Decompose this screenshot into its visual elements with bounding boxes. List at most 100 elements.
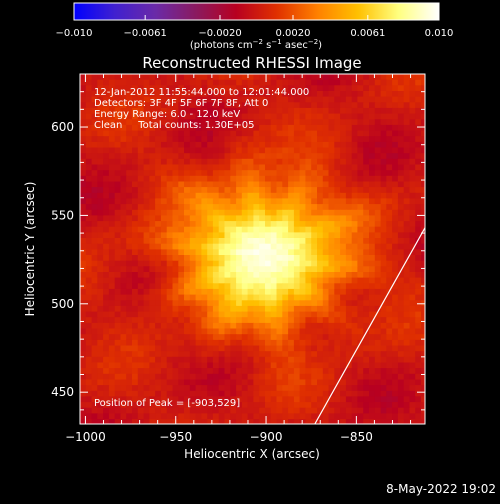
heatmap-cell [317,266,324,273]
heatmap-cell [293,356,301,364]
heatmap-cell [305,175,312,183]
heatmap-cell [160,322,168,330]
heatmap-cell [143,153,150,160]
heatmap-cell [85,351,93,358]
heatmap-cell [409,385,416,392]
heatmap-cell [374,85,382,92]
heatmap-cell [345,187,353,194]
heatmap-cell [91,187,98,194]
y-tick-label: 600 [51,120,74,134]
heatmap-cell [212,136,220,143]
heatmap-cell [195,317,202,324]
heatmap-cell [80,243,87,250]
heatmap-cell [172,192,179,200]
heatmap-cell [236,328,243,335]
heatmap-cell [201,379,208,386]
heatmap-cell [184,407,191,414]
heatmap-cell [224,379,231,386]
heatmap-cell [236,356,243,364]
heatmap-cell [363,85,370,92]
heatmap-cell [212,272,220,279]
heatmap-cell [103,402,110,409]
heatmap-cell [155,187,162,194]
heatmap-cell [166,311,174,318]
heatmap-cell [103,181,110,188]
heatmap-cell [305,368,312,375]
heatmap-cell [259,204,266,211]
heatmap-cell [143,305,150,313]
heatmap-cell [409,311,416,318]
heatmap-cell [369,351,376,358]
heatmap-cell [247,204,254,211]
heatmap-cell [212,413,220,420]
heatmap-cell [207,283,214,290]
heatmap-cell [293,322,301,330]
chart-title: Reconstructed RHESSI Image [142,54,361,72]
heatmap-cell [91,356,98,364]
heatmap-cell [409,413,416,420]
heatmap-cell [345,204,353,211]
heatmap-cell [155,260,162,267]
heatmap-cell [357,153,364,160]
heatmap-cell [397,198,405,205]
heatmap-cell [403,226,411,233]
heatmap-cell [386,413,393,420]
heatmap-cell [172,356,179,364]
heatmap-cell [386,119,393,126]
heatmap-cell [363,232,370,239]
heatmap-cell [218,379,226,386]
heatmap-cell [357,238,364,245]
heatmap-cell [97,226,104,233]
heatmap-cell [120,192,127,200]
heatmap-cell [143,147,150,154]
heatmap-cell [386,419,393,424]
heatmap-cell [241,288,249,296]
heatmap-cell [103,396,110,403]
heatmap-cell [97,215,104,222]
heatmap-cell [195,368,202,375]
heatmap-cell [374,311,382,318]
heatmap-cell [409,124,416,132]
heatmap-cell [369,402,376,409]
heatmap-cell [392,226,399,233]
heatmap-cell [293,113,301,120]
heatmap-cell [322,119,330,126]
heatmap-cell [270,345,278,352]
heatmap-cell [270,119,278,126]
heatmap-cell [91,85,98,92]
heatmap-cell [357,322,364,330]
heatmap-cell [299,238,306,245]
heatmap-cell [357,334,364,341]
heatmap-cell [380,79,387,86]
heatmap-cell [114,249,122,256]
heatmap-cell [184,79,191,86]
heatmap-cell [259,300,266,307]
heatmap-cell [293,413,301,420]
heatmap-cell [236,158,243,166]
heatmap-cell [120,407,127,414]
heatmap-cell [178,419,185,424]
heatmap-cell [195,419,202,424]
heatmap-cell [397,158,405,166]
heatmap-cell [305,396,312,403]
heatmap-cell [282,175,289,183]
heatmap-cell [270,356,278,364]
heatmap-cell [340,272,347,279]
heatmap-cell [201,181,208,188]
heatmap-cell [322,294,330,301]
heatmap-cell [293,396,301,403]
heatmap-cell [247,79,254,86]
heatmap-cell [374,356,382,364]
heatmap-cell [189,102,197,109]
heatmap-cell [265,141,272,149]
heatmap-cell [386,113,393,120]
heatmap-cell [403,215,411,222]
heatmap-cell [103,419,110,424]
heatmap-cell [293,232,301,239]
heatmap-cell [322,328,330,335]
heatmap-cell [155,164,162,171]
heatmap-cell [345,226,353,233]
heatmap-cell [241,204,249,211]
heatmap-cell [160,402,168,409]
heatmap-cell [241,107,249,115]
